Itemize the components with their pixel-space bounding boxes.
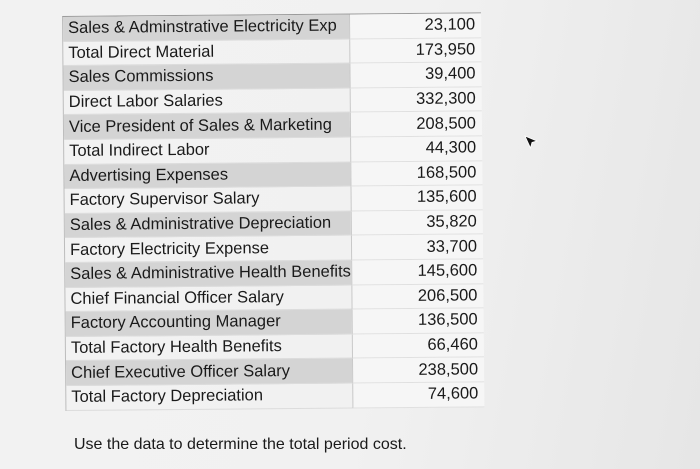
table-row: Chief Financial Officer Salary 206,500 — [65, 283, 484, 313]
row-value: 168,500 — [350, 160, 483, 187]
table-row: Factory Supervisor Salary 135,600 — [64, 185, 483, 214]
row-label: Sales & Administrative Depreciation — [64, 211, 351, 239]
row-value: 23,100 — [348, 13, 482, 40]
row-value: 33,700 — [350, 234, 484, 261]
table-row: Total Indirect Labor 44,300 — [64, 136, 483, 165]
row-label: Factory Electricity Expense — [64, 235, 352, 263]
question-text: Use the data to determine the total peri… — [74, 436, 407, 453]
row-value: 206,500 — [351, 283, 484, 310]
row-value: 74,600 — [352, 382, 485, 408]
row-value: 145,600 — [351, 259, 484, 286]
row-value: 208,500 — [349, 111, 483, 138]
table-row: Direct Labor Salaries 332,300 — [63, 87, 482, 116]
row-value: 135,600 — [350, 185, 483, 212]
table-row: Vice President of Sales & Marketing 208,… — [63, 111, 483, 140]
row-value: 35,820 — [350, 210, 483, 236]
table-row: Advertising Expenses 168,500 — [64, 160, 483, 190]
table-row: Factory Accounting Manager 136,500 — [65, 308, 484, 337]
row-value: 238,500 — [352, 357, 485, 384]
table-row: Total Factory Health Benefits 66,460 — [65, 333, 484, 362]
row-value: 44,300 — [350, 136, 483, 163]
row-value: 66,460 — [351, 333, 484, 359]
row-label: Sales & Adminstrative Electricity Exp — [63, 14, 350, 42]
row-value: 332,300 — [349, 87, 482, 113]
row-value: 136,500 — [351, 308, 484, 335]
row-value: 39,400 — [349, 62, 482, 89]
table-row: Sales & Administrative Health Benefits 1… — [65, 259, 484, 288]
table-row: Sales Commissions 39,400 — [63, 62, 482, 91]
row-label: Direct Labor Salaries — [63, 88, 350, 116]
row-label: Factory Accounting Manager — [65, 309, 352, 337]
row-label: Sales Commissions — [63, 63, 350, 91]
row-label: Vice President of Sales & Marketing — [63, 112, 351, 140]
row-value: 173,950 — [349, 37, 482, 64]
table-row: Sales & Administrative Depreciation 35,8… — [64, 210, 483, 239]
row-label: Chief Financial Officer Salary — [65, 285, 352, 313]
mouse-pointer-icon — [524, 135, 538, 150]
cost-data-table: Sales & Adminstrative Electricity Exp 23… — [62, 12, 485, 411]
table-row: Factory Electricity Expense 33,700 — [64, 234, 484, 263]
table-row: Sales & Adminstrative Electricity Exp 23… — [63, 13, 482, 42]
table-row: Total Factory Depreciation 74,600 — [66, 382, 485, 411]
row-label: Total Factory Health Benefits — [65, 334, 353, 362]
row-label: Chief Executive Officer Salary — [66, 358, 353, 386]
table-row: Chief Executive Officer Salary 238,500 — [66, 357, 485, 386]
row-label: Factory Supervisor Salary — [64, 186, 351, 214]
row-label: Total Factory Depreciation — [66, 383, 353, 411]
row-label: Sales & Administrative Health Benefits — [65, 260, 352, 288]
table-row: Total Direct Material 173,950 — [63, 37, 482, 67]
row-label: Total Direct Material — [63, 39, 350, 67]
row-label: Total Indirect Labor — [64, 137, 351, 165]
row-label: Advertising Expenses — [64, 162, 351, 190]
